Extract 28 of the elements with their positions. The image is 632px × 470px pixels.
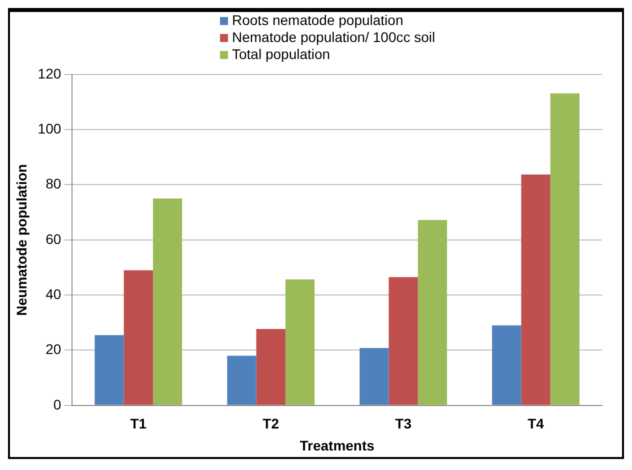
bar: [492, 325, 522, 405]
legend-label: Roots nematode population: [232, 12, 404, 29]
legend-label: Total population: [232, 46, 330, 63]
bar: [124, 270, 153, 405]
y-tick-label: 100: [38, 120, 62, 136]
bar: [550, 93, 580, 405]
y-tick-label: 20: [46, 341, 62, 358]
bar: [521, 174, 550, 405]
y-tick-label: 60: [46, 230, 62, 247]
bar: [285, 279, 315, 405]
bar: [388, 277, 418, 405]
x-tick-label: T4: [528, 416, 544, 432]
y-tick-label: 40: [46, 286, 62, 302]
y-tick-label: 0: [53, 396, 62, 412]
y-tick-label: 80: [46, 176, 62, 192]
bar: [152, 198, 182, 405]
legend-label: Nematode population/ 100cc soil: [232, 29, 436, 46]
x-tick-label: T3: [395, 416, 412, 432]
bar: [360, 348, 389, 405]
bar: [94, 335, 124, 405]
y-tick-label: 120: [38, 65, 62, 82]
bar: [418, 220, 448, 405]
x-tick-label: T2: [262, 416, 280, 432]
x-axis-title: Treatments: [300, 437, 375, 454]
bar: [227, 356, 256, 405]
bar: [256, 328, 286, 405]
x-tick-label: T1: [130, 416, 147, 432]
y-axis-title: Neumatode population: [13, 164, 30, 316]
